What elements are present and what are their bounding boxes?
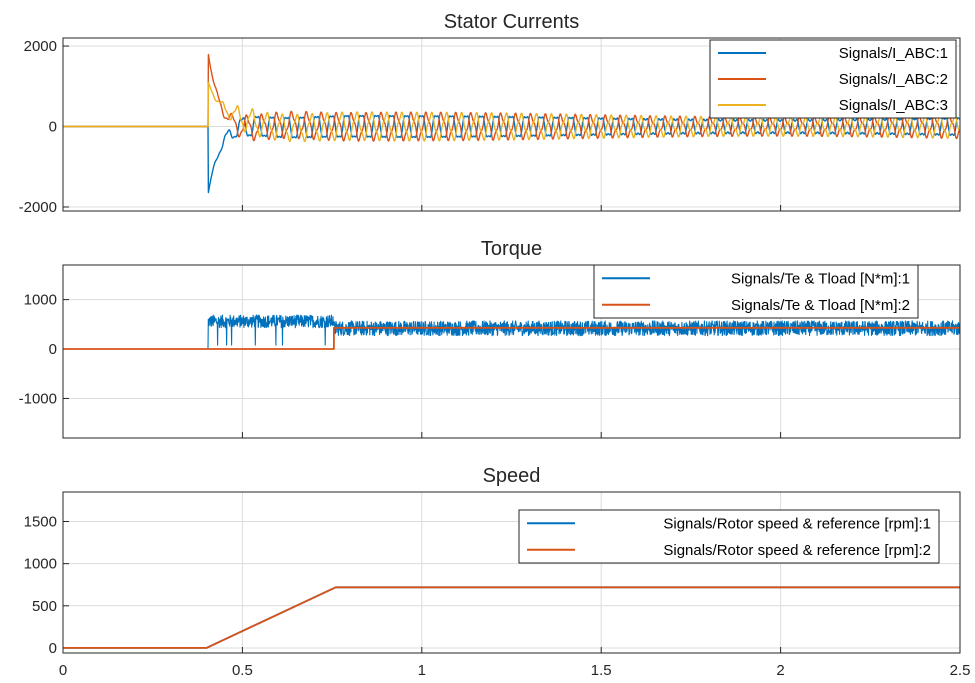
series-line bbox=[62, 81, 961, 143]
legend-label: Signals/Te & Tload [N*m]:1 bbox=[731, 270, 910, 287]
axes-2: 0 500 1000 1500 0 0.5 1 1.5 2 2.5 Speed Signals/Rot… bbox=[24, 465, 971, 679]
x-tick-label: 0 bbox=[59, 662, 67, 679]
chart-title: Speed bbox=[483, 465, 541, 487]
axes-1: -1000 0 1000 Torque Signals/Te & Tload [N*m]… bbox=[19, 238, 961, 439]
x-tick-label: 1.5 bbox=[591, 662, 612, 679]
axes-frame bbox=[62, 264, 961, 439]
series-line bbox=[62, 314, 961, 350]
y-tick-label: 1000 bbox=[24, 292, 57, 309]
y-tick-label: 1500 bbox=[24, 514, 57, 531]
y-tick-label: 1000 bbox=[24, 556, 57, 573]
legend-label: Signals/Rotor speed & reference [rpm]:1 bbox=[663, 515, 931, 532]
legend: Signals/I_ABC:1 Signals/I_ABC:2 Signals/I_… bbox=[709, 39, 957, 119]
chart-title: Torque bbox=[481, 238, 542, 260]
axes-0: -2000 0 2000 Stator Currents Signals/I_ABC:1… bbox=[19, 11, 961, 216]
y-tick-label: 2000 bbox=[24, 38, 57, 55]
series-line bbox=[63, 326, 960, 350]
legend-label: Signals/I_ABC:1 bbox=[839, 45, 948, 62]
series-line bbox=[63, 586, 960, 649]
x-tick-label: 1 bbox=[418, 662, 426, 679]
y-tick-label: -2000 bbox=[19, 199, 57, 216]
legend: Signals/Te & Tload [N*m]:1 Signals/Te & T… bbox=[593, 264, 919, 319]
y-tick-label: 0 bbox=[49, 119, 57, 136]
legend-label: Signals/Rotor speed & reference [rpm]:2 bbox=[663, 542, 931, 559]
chart-title: Stator Currents bbox=[444, 11, 580, 33]
y-tick-label: 0 bbox=[49, 341, 57, 358]
legend-box bbox=[593, 264, 919, 319]
legend-label: Signals/I_ABC:3 bbox=[839, 97, 948, 114]
x-tick-label: 2 bbox=[776, 662, 784, 679]
series-line bbox=[62, 114, 961, 194]
legend-label: Signals/I_ABC:2 bbox=[839, 71, 948, 88]
legend: Signals/Rotor speed & reference [rpm]:1 S… bbox=[518, 509, 940, 564]
y-tick-label: -1000 bbox=[19, 390, 57, 407]
x-tick-label: 2.5 bbox=[950, 662, 971, 679]
legend-box bbox=[518, 509, 940, 564]
y-tick-label: 0 bbox=[49, 640, 57, 657]
legend-label: Signals/Te & Tload [N*m]:2 bbox=[731, 297, 910, 314]
x-tick-label: 0.5 bbox=[232, 662, 253, 679]
y-tick-label: 500 bbox=[32, 598, 57, 615]
axes-frame bbox=[62, 37, 961, 212]
axes-frame bbox=[62, 491, 961, 654]
